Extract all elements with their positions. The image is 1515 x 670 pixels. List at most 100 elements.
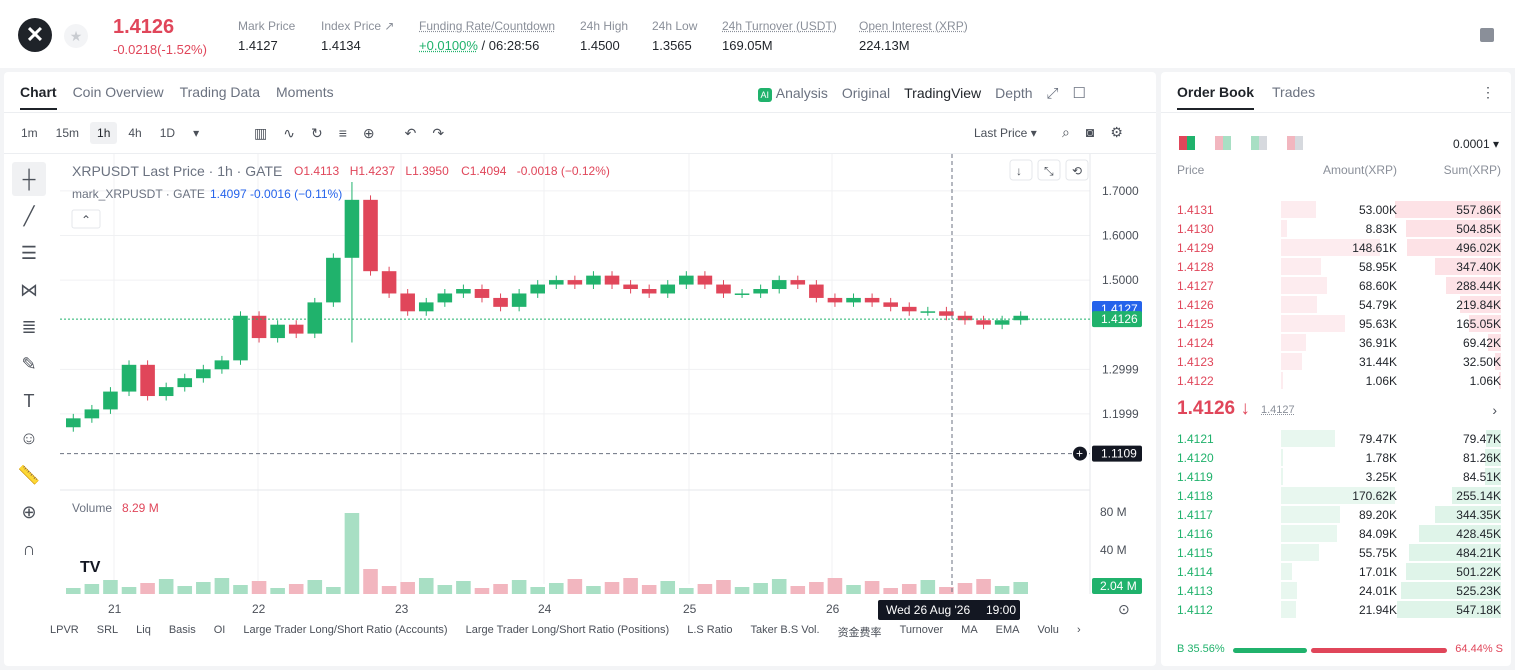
ask-row[interactable]: 1.4124 36.91K 69.42K <box>1177 333 1501 352</box>
tf-1d[interactable]: 1D <box>159 126 176 140</box>
candle-body[interactable] <box>158 387 174 397</box>
candle-body[interactable] <box>679 275 694 285</box>
candle-body[interactable] <box>437 293 453 303</box>
candle-body[interactable] <box>1013 315 1028 321</box>
candle-body[interactable] <box>288 324 304 334</box>
ask-row[interactable]: 1.4131 53.00K 557.86K <box>1177 200 1501 219</box>
candle-body[interactable] <box>734 293 750 295</box>
ask-row[interactable]: 1.4122 1.06K 1.06K <box>1177 371 1501 390</box>
bid-row[interactable]: 1.4119 3.25K 84.51K <box>1177 467 1501 486</box>
indicator-item[interactable]: Volu <box>1037 624 1059 636</box>
candle-body[interactable] <box>493 297 508 307</box>
candle-body[interactable] <box>586 275 601 285</box>
candle-body[interactable] <box>66 418 81 428</box>
bid-row[interactable]: 1.4117 89.20K 344.35K <box>1177 505 1501 524</box>
candle-body[interactable] <box>84 409 100 419</box>
zoom-icon[interactable]: ⊕ <box>21 502 37 522</box>
candle-body[interactable] <box>549 280 564 285</box>
add-indicator-icon[interactable]: ⊕ <box>362 125 375 141</box>
stat-index-price[interactable]: Index Price ↗ 1.4134 <box>321 19 395 53</box>
candle-body[interactable] <box>864 297 880 303</box>
view-analysis[interactable]: AI Analysis <box>757 85 828 102</box>
candle-body[interactable] <box>716 284 731 294</box>
tf-1m[interactable]: 1m <box>21 126 38 140</box>
candle-body[interactable] <box>381 271 397 294</box>
mode-split-icon[interactable] <box>1215 136 1231 150</box>
undo-icon[interactable]: ↶ <box>404 125 417 141</box>
ask-row[interactable]: 1.4123 31.44K 32.50K <box>1177 352 1501 371</box>
candle-body[interactable] <box>307 302 323 334</box>
candle-body[interactable] <box>641 289 657 294</box>
ask-row[interactable]: 1.4126 54.79K 219.84K <box>1177 295 1501 314</box>
indicators-icon[interactable]: ∿ <box>283 125 295 141</box>
fib-icon[interactable]: ≣ <box>21 317 37 337</box>
view-depth[interactable]: Depth <box>995 85 1033 101</box>
candle-body[interactable] <box>363 199 378 272</box>
tab-moments[interactable]: Moments <box>276 84 334 100</box>
candle-body[interactable] <box>530 284 545 294</box>
candle-body[interactable] <box>697 275 713 285</box>
candle-body[interactable] <box>103 391 118 410</box>
favorite-star-icon[interactable]: ★ <box>64 24 88 48</box>
chevron-right-icon[interactable]: › <box>1076 624 1081 636</box>
pattern-icon[interactable]: ⋈ <box>20 280 38 300</box>
view-original[interactable]: Original <box>841 85 891 101</box>
tab-trading-data[interactable]: Trading Data <box>179 84 261 100</box>
bid-row[interactable]: 1.4121 79.47K 79.47K <box>1177 429 1501 448</box>
ask-row[interactable]: 1.4129 148.61K 496.02K <box>1177 238 1501 257</box>
bid-row[interactable]: 1.4116 84.09K 428.45K <box>1177 524 1501 543</box>
ruler-icon[interactable]: 📏 <box>17 465 41 485</box>
indicator-item[interactable]: OI <box>213 624 226 636</box>
bid-row[interactable]: 1.4120 1.78K 81.26K <box>1177 448 1501 467</box>
precision-select[interactable]: 0.0001 ▾ <box>1452 137 1499 151</box>
emoji-icon[interactable]: ☺ <box>19 428 39 448</box>
chart-control-button[interactable] <box>1037 159 1061 181</box>
add-alert-icon[interactable] <box>1073 446 1087 461</box>
window-icon[interactable]: ☐ <box>1072 85 1086 102</box>
search-icon[interactable]: ⌕ <box>1062 124 1070 140</box>
bid-row[interactable]: 1.4115 55.75K 484.21K <box>1177 543 1501 562</box>
candle-body[interactable] <box>883 302 898 307</box>
candle-body[interactable] <box>827 297 843 303</box>
view-tradingview[interactable]: TradingView <box>904 85 982 101</box>
expand-icon[interactable]: ⤢ <box>1046 84 1059 102</box>
chart-control-button[interactable] <box>1009 159 1033 181</box>
tab-trades[interactable]: Trades <box>1272 84 1316 100</box>
bid-row[interactable]: 1.4113 24.01K 525.23K <box>1177 581 1501 600</box>
price-type-select[interactable]: Last Price ▾ <box>974 126 1037 140</box>
tf-4h[interactable]: 4h <box>128 126 142 140</box>
crosshair-icon[interactable]: ┼ <box>12 162 46 196</box>
indicator-item[interactable]: Taker B.S Vol. <box>750 624 820 636</box>
text-icon[interactable]: T <box>23 391 35 411</box>
candle-body[interactable] <box>400 293 415 312</box>
candle-body[interactable] <box>623 284 638 290</box>
candle-body[interactable] <box>456 289 471 294</box>
bid-row[interactable]: 1.4118 170.62K 255.14K <box>1177 486 1501 505</box>
document-icon[interactable] <box>1480 28 1494 42</box>
tf-1h[interactable]: 1h <box>90 122 118 144</box>
ask-row[interactable]: 1.4127 68.60K 288.44K <box>1177 276 1501 295</box>
candle-body[interactable] <box>140 364 155 397</box>
ask-row[interactable]: 1.4125 95.63K 165.05K <box>1177 314 1501 333</box>
candle-body[interactable] <box>790 280 806 285</box>
candle-body[interactable] <box>771 280 787 290</box>
candle-body[interactable] <box>418 302 434 312</box>
indicator-item[interactable]: EMA <box>995 624 1020 636</box>
tf-15m[interactable]: 15m <box>55 126 80 140</box>
settings-gear-icon[interactable]: ⚙ <box>1110 124 1123 140</box>
indicator-item[interactable]: Turnover <box>899 624 944 636</box>
bid-row[interactable]: 1.4114 17.01K 501.22K <box>1177 562 1501 581</box>
candle-body[interactable] <box>957 315 973 321</box>
candle-body[interactable] <box>214 360 230 370</box>
collapse-legend-button[interactable] <box>71 209 101 229</box>
chart-control-button[interactable] <box>1065 159 1089 181</box>
indicator-item[interactable]: Large Trader Long/Short Ratio (Accounts) <box>243 624 448 636</box>
candle-body[interactable] <box>233 315 248 361</box>
candle-body[interactable] <box>251 315 267 339</box>
candle-type-icon[interactable]: ▥ <box>254 125 268 141</box>
indicator-item[interactable]: LPVR <box>50 624 79 636</box>
more-icon[interactable]: ⋮ <box>1481 84 1495 100</box>
chevron-right-icon[interactable]: › <box>1492 402 1497 418</box>
candle-body[interactable] <box>846 297 861 303</box>
ask-row[interactable]: 1.4128 58.95K 347.40K <box>1177 257 1501 276</box>
